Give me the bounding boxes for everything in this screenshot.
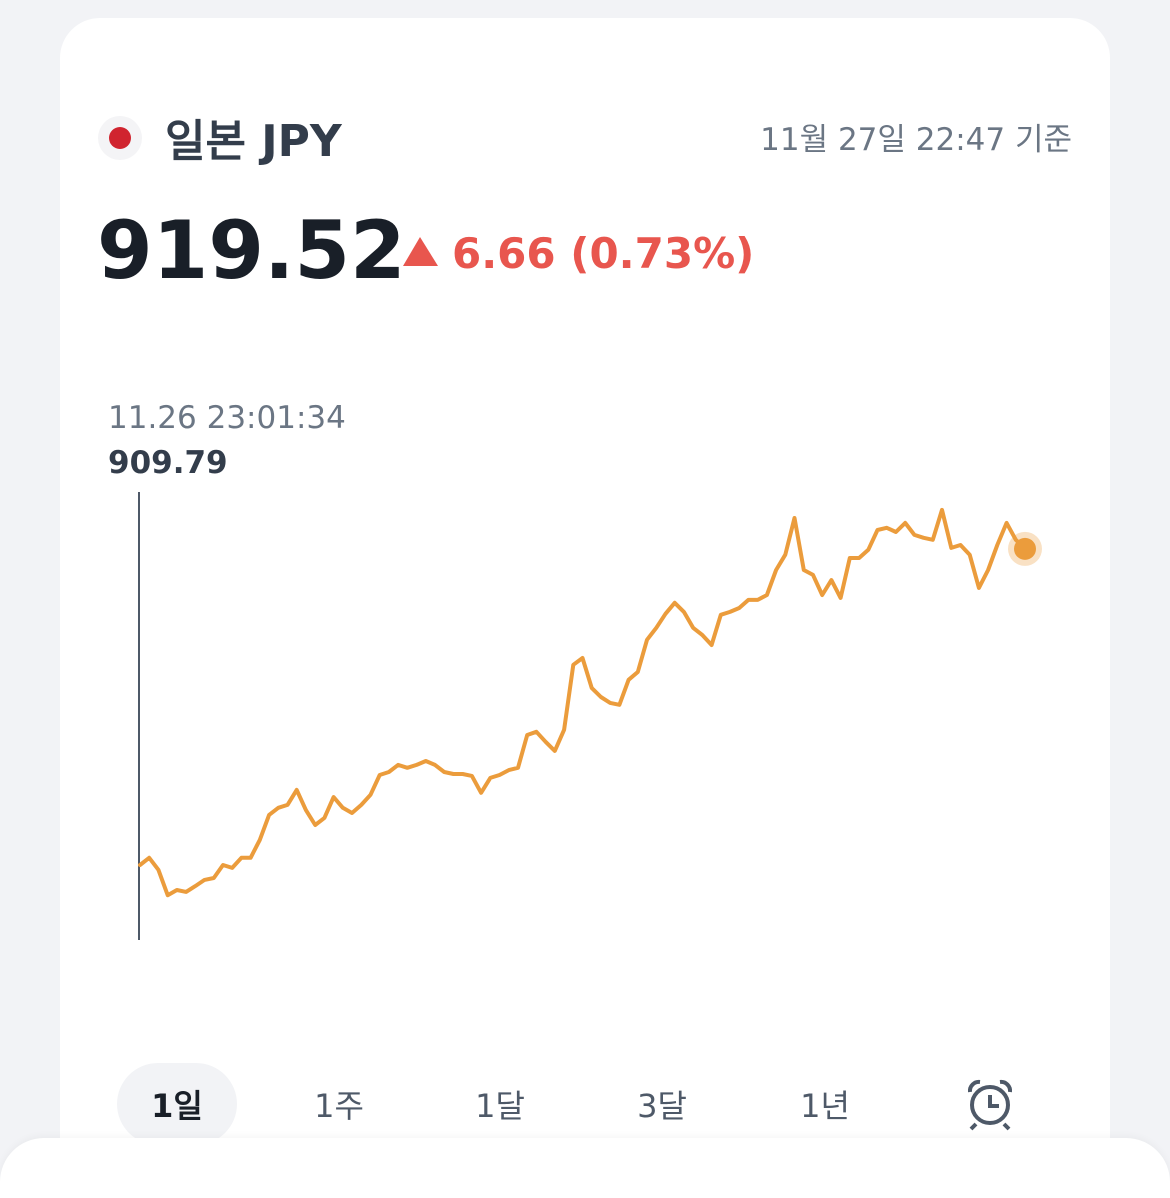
period-tab[interactable]: 1년 bbox=[800, 1087, 850, 1125]
period-tab[interactable]: 1주 bbox=[314, 1087, 364, 1125]
period-tab[interactable]: 3달 bbox=[637, 1087, 687, 1125]
tab-selected-bg bbox=[117, 1063, 237, 1145]
bottom-sheet bbox=[0, 1138, 1170, 1198]
timestamp: 11월 27일 22:47 기준 bbox=[760, 122, 1072, 158]
flag-dot bbox=[109, 127, 131, 149]
alarm-icon[interactable] bbox=[967, 1079, 1013, 1131]
change: 6.66 (0.73%) bbox=[452, 229, 754, 278]
card bbox=[60, 18, 1110, 1178]
currency-title: 일본 JPY bbox=[165, 116, 343, 167]
period-tab[interactable]: 1일 bbox=[151, 1087, 203, 1125]
up-arrow bbox=[403, 237, 438, 266]
price: 919.52 bbox=[97, 204, 406, 297]
tooltip-time: 11.26 23:01:34 bbox=[108, 400, 346, 436]
price-line bbox=[138, 507, 1027, 898]
tooltip-value: 909.79 bbox=[108, 445, 228, 481]
period-tab[interactable]: 1달 bbox=[475, 1087, 525, 1125]
end-dot bbox=[1014, 537, 1036, 560]
